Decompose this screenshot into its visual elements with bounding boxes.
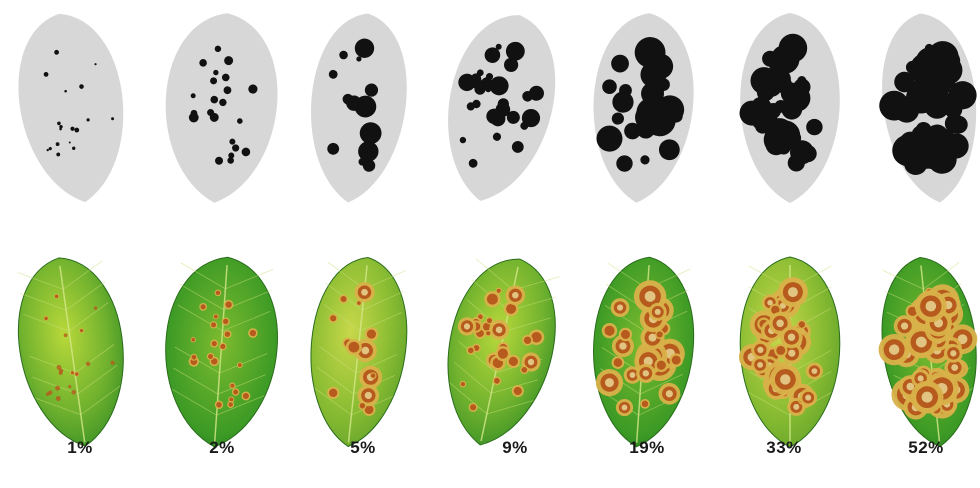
leaf-photo-4 (447, 258, 560, 446)
severity-label-1: 1% (67, 438, 93, 457)
severity-label-19: 19% (629, 438, 665, 457)
leaf-mask-1 (18, 13, 124, 203)
leaf-mask-4 (448, 15, 556, 201)
leaf-photo-6 (738, 256, 841, 448)
severity-label-52: 52% (908, 438, 944, 457)
leaf-mask-3 (311, 13, 407, 203)
severity-label-9: 9% (502, 438, 528, 457)
leaf-photo-3 (310, 257, 408, 448)
leaf-photo-row (17, 256, 978, 448)
leaf-mask-5 (593, 13, 694, 203)
leaf-photo-5 (593, 256, 695, 448)
severity-label-33: 33% (766, 438, 802, 457)
leaf-photo-7 (878, 257, 978, 448)
leaf-mask-7 (879, 13, 977, 203)
severity-label-5: 5% (350, 438, 376, 457)
leaf-mask-2 (165, 13, 278, 203)
disease-mask-row (18, 13, 977, 203)
severity-label-2: 2% (209, 438, 235, 457)
leaf-mask-6 (739, 13, 840, 203)
leaf-photo-2 (165, 256, 278, 448)
leaf-photo-1 (17, 257, 124, 447)
